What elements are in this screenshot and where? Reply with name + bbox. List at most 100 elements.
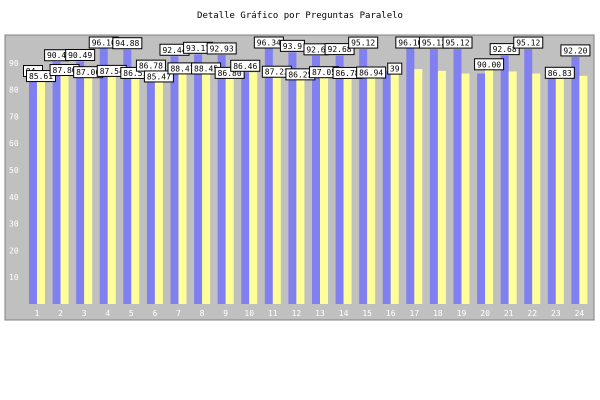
bar-24-s1 bbox=[571, 56, 580, 305]
data-label-box bbox=[442, 36, 473, 49]
x-tick-label: 10 bbox=[244, 309, 254, 318]
bar-18-s2 bbox=[437, 70, 446, 304]
x-tick-label: 4 bbox=[105, 309, 110, 318]
bar-21-s1 bbox=[500, 55, 509, 304]
data-label-text: 87.06 bbox=[76, 68, 100, 77]
bar-1-s2 bbox=[37, 74, 45, 304]
data-label: 39 bbox=[387, 62, 403, 75]
x-tick-label: 13 bbox=[315, 309, 325, 318]
bar-11-s2 bbox=[272, 70, 281, 304]
bar-4-s1 bbox=[99, 46, 108, 305]
data-label-text: 93.17 bbox=[186, 44, 210, 53]
bar-23-s2 bbox=[555, 71, 564, 305]
bar-6-s1 bbox=[146, 72, 155, 304]
data-label-text: 92.20 bbox=[563, 46, 587, 55]
data-label-box bbox=[324, 43, 355, 56]
x-tick-label: 14 bbox=[339, 309, 349, 318]
data-label: 90.49 bbox=[65, 48, 96, 61]
bar-6-s2 bbox=[154, 74, 163, 304]
bar-4-s2 bbox=[107, 69, 116, 305]
data-label-text: 94.88 bbox=[115, 39, 139, 48]
x-tick-label: 6 bbox=[153, 309, 158, 318]
bar-17-s2 bbox=[414, 69, 423, 305]
bar-5-s1 bbox=[123, 49, 132, 304]
data-label-text: 96.34 bbox=[257, 39, 281, 48]
data-label-box bbox=[348, 36, 379, 49]
data-label-text: 95.12 bbox=[422, 39, 446, 48]
data-label: 92.6 bbox=[303, 43, 329, 56]
data-label: 92.20 bbox=[560, 44, 591, 57]
bar-20-s2 bbox=[485, 62, 494, 304]
data-label-text: 87.05 bbox=[312, 68, 336, 77]
bar-12-s1 bbox=[288, 52, 297, 305]
bar-8-s2 bbox=[202, 66, 211, 304]
data-label-text: 96.10 bbox=[398, 39, 422, 48]
data-label-text: 85.47 bbox=[147, 72, 171, 81]
data-label: 86.80 bbox=[214, 66, 245, 79]
data-label: 95.12 bbox=[442, 36, 473, 49]
bar-20-s1 bbox=[477, 73, 486, 305]
bar-2-s1 bbox=[52, 61, 61, 305]
data-label: 85.47 bbox=[143, 70, 174, 83]
data-label-text: 92.44 bbox=[162, 46, 186, 55]
bar-8-s1 bbox=[194, 54, 203, 305]
data-label-text: 85.61 bbox=[29, 72, 53, 81]
data-label-text: 90.00 bbox=[477, 60, 501, 69]
x-tick-label: 15 bbox=[362, 309, 372, 318]
bar-5-s2 bbox=[131, 71, 140, 305]
bar-14-s1 bbox=[335, 55, 344, 304]
bar-13-s2 bbox=[320, 70, 328, 305]
data-label: 94.88 bbox=[112, 37, 143, 50]
data-label-box bbox=[513, 36, 544, 49]
data-label-text: 39 bbox=[390, 65, 400, 74]
bar-24-s2 bbox=[579, 75, 588, 304]
y-tick-label: 40 bbox=[9, 193, 19, 202]
data-label: 86.46 bbox=[230, 59, 261, 72]
bar-23-s1 bbox=[547, 73, 556, 305]
data-label-text: 87.86 bbox=[53, 66, 77, 75]
data-label-text: 86.46 bbox=[233, 62, 257, 71]
bar-17-s1 bbox=[406, 46, 415, 305]
data-label-text: 86.78 bbox=[336, 69, 360, 78]
x-tick-label: 11 bbox=[268, 309, 278, 318]
bar-12-s2 bbox=[296, 72, 305, 304]
bar-10-s2 bbox=[249, 72, 258, 304]
bar-15-s2 bbox=[367, 71, 376, 305]
data-label-box bbox=[489, 43, 520, 56]
y-tick-label: 80 bbox=[9, 86, 19, 95]
x-tick-label: 9 bbox=[223, 309, 228, 318]
x-tick-label: 7 bbox=[176, 309, 181, 318]
data-label-text: 86.78 bbox=[139, 62, 163, 71]
bar-11-s1 bbox=[264, 45, 273, 304]
bar-16-s2 bbox=[390, 67, 399, 304]
data-label-box bbox=[143, 70, 174, 83]
data-label-box bbox=[65, 48, 96, 61]
bar-10-s1 bbox=[241, 72, 250, 304]
x-tick-label: 8 bbox=[200, 309, 205, 318]
bar-7-s2 bbox=[178, 66, 187, 305]
bar-19-s2 bbox=[461, 73, 470, 305]
x-tick-label: 22 bbox=[527, 309, 537, 318]
bars-group bbox=[29, 45, 588, 305]
data-label-text: 88.47 bbox=[170, 64, 194, 73]
data-label: 92.68 bbox=[324, 43, 355, 56]
bar-9-s1 bbox=[217, 54, 226, 304]
x-tick-label: 20 bbox=[480, 309, 490, 318]
data-label: 90.4 bbox=[44, 49, 70, 62]
x-tick-label: 2 bbox=[58, 309, 63, 318]
bar-3-s1 bbox=[76, 61, 85, 304]
data-label: 86.94 bbox=[356, 66, 387, 79]
data-labels-group: 84.85.6190.487.8690.4987.0696.1087.5494.… bbox=[23, 36, 591, 83]
data-label: 90.00 bbox=[474, 58, 505, 71]
data-label-text: 86.80 bbox=[218, 69, 242, 78]
bar-14-s2 bbox=[343, 71, 352, 305]
plot-area bbox=[26, 36, 592, 304]
bar-2-s2 bbox=[60, 68, 69, 304]
bar-1-s1 bbox=[29, 77, 37, 304]
data-label-text: 90.4 bbox=[47, 51, 66, 60]
bar-16-s1 bbox=[382, 71, 391, 305]
data-label-text: 92.68 bbox=[493, 45, 517, 54]
data-label: 86.83 bbox=[544, 66, 575, 79]
bar-18-s1 bbox=[429, 49, 438, 304]
